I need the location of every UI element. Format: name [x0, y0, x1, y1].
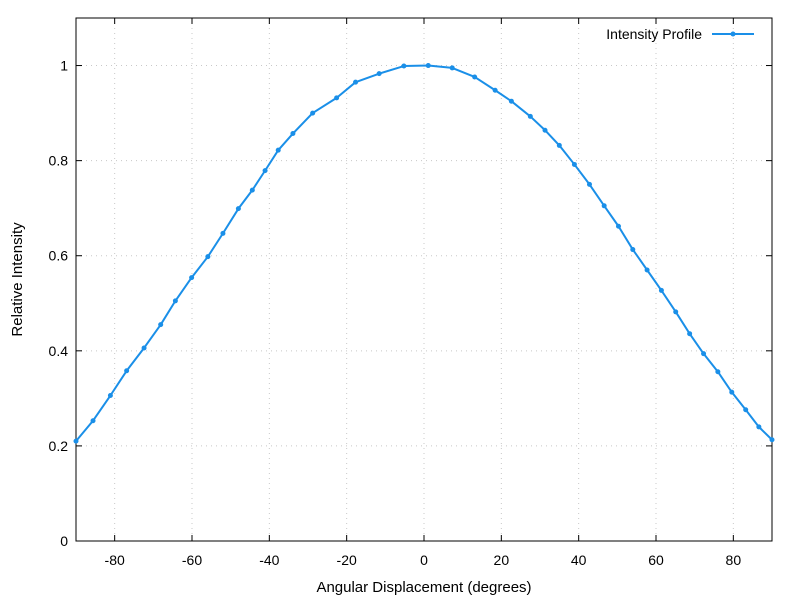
- x-tick-label: 40: [571, 552, 587, 568]
- data-point: [220, 230, 226, 236]
- data-point: [73, 438, 79, 444]
- data-point: [107, 393, 113, 399]
- data-point: [472, 74, 478, 80]
- y-tick-label: 0.4: [49, 343, 69, 359]
- data-point: [556, 142, 562, 148]
- data-point: [586, 181, 592, 187]
- data-point: [189, 275, 195, 281]
- data-point: [729, 389, 735, 395]
- plot-frame: [75, 17, 773, 542]
- data-point: [425, 63, 431, 69]
- data-point: [492, 87, 498, 93]
- legend-label: Intensity Profile: [606, 26, 702, 42]
- x-tick-label: -20: [337, 552, 357, 568]
- data-point: [630, 247, 636, 253]
- y-tick-label: 0.2: [49, 438, 69, 454]
- data-point: [205, 254, 211, 260]
- data-point: [90, 418, 96, 424]
- data-point: [615, 223, 621, 229]
- grid: [76, 18, 772, 541]
- x-tick-label: -40: [259, 552, 279, 568]
- x-tick-label: 60: [648, 552, 664, 568]
- data-point: [172, 298, 178, 304]
- data-point: [334, 95, 340, 101]
- y-tick-label: 0: [60, 533, 68, 549]
- data-point: [290, 131, 296, 137]
- ticks: -80 -60 -40 -20 0 20 40 60 80 0 0.2 0.4 0.6 0.8 1: [49, 18, 772, 568]
- y-tick-label: 1: [60, 58, 68, 74]
- data-point: [262, 168, 268, 174]
- data-point: [527, 113, 533, 119]
- y-axis-title: Relative Intensity: [9, 222, 26, 337]
- data-point: [449, 65, 455, 71]
- x-tick-label: -80: [105, 552, 125, 568]
- data-point: [687, 331, 693, 337]
- data-point: [353, 79, 359, 85]
- data-point: [275, 147, 281, 153]
- data-point: [673, 309, 679, 315]
- data-point: [235, 206, 241, 212]
- series: [73, 63, 775, 444]
- data-point: [376, 71, 382, 77]
- data-point: [743, 407, 749, 413]
- x-tick-label: 20: [494, 552, 510, 568]
- data-point: [701, 351, 707, 357]
- data-point: [715, 369, 721, 375]
- y-tick-label: 0.8: [49, 153, 69, 169]
- data-point: [756, 424, 762, 430]
- data-point: [769, 437, 775, 443]
- x-tick-label: 80: [726, 552, 742, 568]
- x-tick-label: 0: [420, 552, 428, 568]
- data-point: [542, 127, 548, 133]
- data-point: [644, 267, 650, 273]
- data-point: [401, 63, 407, 69]
- data-point: [658, 287, 664, 293]
- legend-marker: [730, 31, 736, 37]
- data-point: [508, 98, 514, 104]
- y-tick-label: 0.6: [49, 248, 69, 264]
- data-point: [158, 322, 164, 328]
- data-point: [124, 368, 130, 374]
- data-point: [601, 203, 607, 209]
- x-axis-title: Angular Displacement (degrees): [316, 579, 531, 596]
- data-point: [571, 161, 577, 167]
- data-point: [141, 345, 147, 351]
- data-point: [249, 187, 255, 193]
- legend: Intensity Profile: [606, 26, 754, 42]
- data-point: [310, 110, 316, 116]
- x-tick-label: -60: [182, 552, 202, 568]
